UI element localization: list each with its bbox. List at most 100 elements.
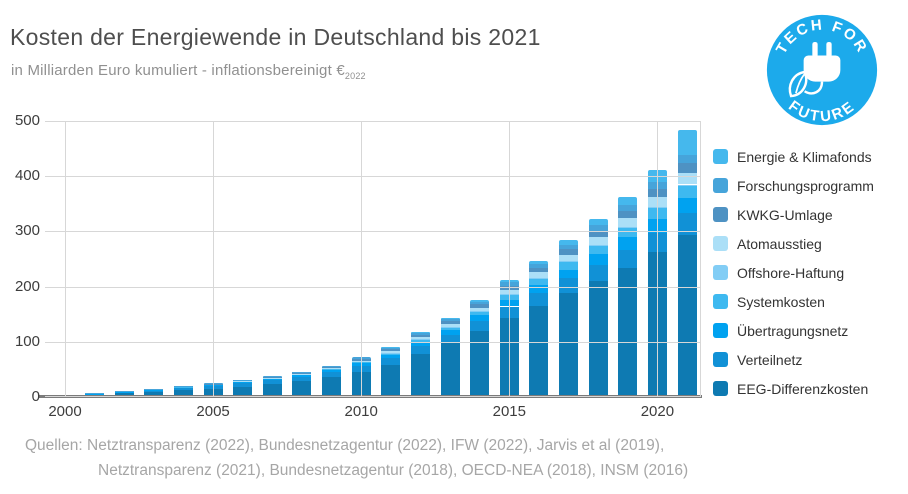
bar-segment-kwkg-2019 [618, 210, 638, 219]
legend-item-offshore: Offshore-Haftung [713, 258, 874, 287]
bar-segment-eeg-2019 [618, 267, 638, 397]
bar-segment-kwkg-2021 [677, 162, 697, 173]
bar-segment-systemkosten-2011 [381, 352, 401, 356]
gridline-v [509, 121, 511, 397]
gridline-h [45, 121, 701, 122]
legend-label-kwkg: KWKG-Umlage [737, 206, 833, 223]
currency-symbol: € [336, 62, 345, 79]
bar-segment-uebertragungsnetz-2008 [292, 375, 312, 378]
bar-segment-atomausstieg-2008 [292, 373, 312, 375]
bar-segment-forschung-2021 [677, 154, 697, 163]
bar-segment-uebertragungsnetz-2006 [233, 382, 253, 384]
bar-segment-uebertragungsnetz-2013 [440, 330, 460, 335]
plug-icon [803, 41, 841, 95]
bar-segment-uebertragungsnetz-2017 [559, 269, 579, 279]
gridline-h [45, 286, 701, 288]
bar-segment-offshore-2016 [529, 277, 549, 279]
legend-label-systemkosten: Systemkosten [737, 293, 825, 310]
legend-label-ekf: Energie & Klimafonds [737, 148, 872, 165]
bar-segment-eeg-2011 [381, 364, 401, 397]
y-tick-label: 100 [14, 332, 40, 350]
bar-segment-uebertragungsnetz-2018 [588, 254, 608, 265]
bar-segment-uebertragungsnetz-2004 [173, 387, 193, 389]
gridline-h [45, 231, 701, 233]
bar-segment-uebertragungsnetz-2014 [470, 315, 490, 321]
legend-item-atomausstieg: Atomausstieg [713, 229, 874, 258]
bar-segment-kwkg-2016 [529, 267, 549, 273]
legend-item-ekf: Energie & Klimafonds [713, 142, 874, 171]
bar-segment-verteilnetz-2004 [173, 388, 193, 391]
legend-item-verteilnetz: Verteilnetz [713, 345, 874, 374]
bar-segment-kwkg-2004 [173, 386, 193, 387]
bar-segment-offshore-2014 [470, 310, 490, 312]
x-tick-label: 2015 [492, 403, 526, 420]
legend-label-forschung: Forschungsprogramm [737, 177, 874, 194]
sources-line-1: Quellen: Netztransparenz (2022), Bundesn… [25, 437, 665, 454]
bar-segment-systemkosten-2014 [470, 311, 490, 316]
legend-swatch-uebertragungsnetz [713, 323, 728, 338]
legend-swatch-kwkg [713, 207, 728, 222]
bar-segment-ekf-2018 [588, 219, 608, 226]
legend-item-systemkosten: Systemkosten [713, 287, 874, 316]
bar-segment-verteilnetz-2012 [410, 346, 430, 354]
plot-right-border [700, 121, 701, 397]
bar-segment-verteilnetz-2006 [233, 383, 253, 387]
bar-segment-atomausstieg-2019 [618, 218, 638, 227]
leaf-icon [788, 70, 808, 98]
bar-segment-verteilnetz-2018 [588, 264, 608, 282]
page-title: Kosten der Energiewende in Deutschland b… [10, 24, 541, 50]
bar-segment-eeg-2006 [233, 386, 253, 397]
bar-segment-verteilnetz-2019 [618, 249, 638, 268]
bar-segment-systemkosten-2009 [322, 368, 342, 371]
gridline-v [657, 121, 659, 397]
legend-label-eeg: EEG-Differenzkosten [737, 380, 869, 397]
bar-segment-kwkg-2017 [559, 249, 579, 255]
subtitle-text: in Milliarden Euro kumuliert - inflation… [11, 62, 332, 79]
legend-swatch-verteilnetz [713, 352, 728, 367]
bar-segment-systemkosten-2008 [292, 374, 312, 376]
bar-segment-forschung-2013 [440, 318, 460, 322]
bar-segment-verteilnetz-2017 [559, 278, 579, 294]
tech-for-future-logo: TECH FOR FUTURE [766, 14, 878, 125]
bar-segment-kwkg-2008 [292, 372, 312, 374]
bar-segment-atomausstieg-2012 [410, 337, 430, 340]
bar-segment-forschung-2018 [588, 225, 608, 231]
bar-segment-eeg-2018 [588, 281, 608, 397]
bar-segment-verteilnetz-2003 [144, 390, 164, 393]
y-tick-label: 300 [14, 222, 40, 240]
sources-line-2: Netztransparenz (2021), Bundesnetzagentu… [98, 462, 689, 479]
legend-item-uebertragungsnetz: Übertragungsnetz [713, 316, 874, 345]
bar-segment-offshore-2018 [588, 244, 608, 246]
bar-segment-eeg-2009 [322, 377, 342, 397]
bar-segment-forschung-2006 [233, 379, 253, 381]
bar-segment-verteilnetz-2014 [470, 320, 490, 331]
legend-item-kwkg: KWKG-Umlage [713, 200, 874, 229]
bar-segment-forschung-2009 [322, 365, 342, 367]
bar-segment-verteilnetz-2021 [677, 213, 697, 236]
plot-area [39, 121, 702, 398]
bar-segment-ekf-2013 [440, 317, 460, 319]
sources: Quellen: Netztransparenz (2022), Bundesn… [25, 433, 688, 483]
legend-label-uebertragungsnetz: Übertragungsnetz [737, 322, 849, 339]
bar-segment-forschung-2011 [381, 347, 401, 350]
bar-segment-eeg-2014 [470, 330, 490, 397]
bar-segment-eeg-2007 [262, 384, 282, 397]
y-tick-label: 200 [14, 277, 40, 295]
bar-segment-offshore-2021 [677, 184, 697, 186]
x-tick-label: 2000 [48, 403, 82, 420]
bar-segment-forschung-2014 [470, 301, 490, 305]
bar-segment-forschung-2007 [262, 376, 282, 377]
page-subtitle: in Milliarden Euro kumuliert - inflation… [11, 62, 366, 81]
chart-legend: Energie & Klimafonds Forschungsprogramm KW… [713, 142, 874, 403]
y-tick-label: 500 [14, 112, 40, 129]
gridline-v [361, 121, 363, 397]
bar-segment-ekf-2021 [677, 130, 697, 155]
bar-segment-uebertragungsnetz-2009 [322, 370, 342, 373]
bar-segment-kwkg-2006 [233, 380, 253, 382]
gridline-v [213, 121, 215, 397]
bar-segment-uebertragungsnetz-2021 [677, 197, 697, 214]
bar-segment-kwkg-2013 [440, 321, 460, 324]
bar-segment-ekf-2019 [618, 197, 638, 205]
y-tick-label: 0 [31, 388, 40, 405]
